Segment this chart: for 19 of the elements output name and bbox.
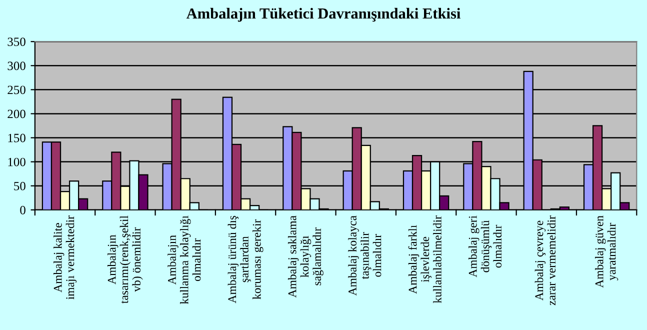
x-tick-label: Ambalaj güven yaratmalıdır (595, 216, 618, 288)
x-tick-label: Ambalaj saklama kolaylığı sağlamalıdır (288, 216, 324, 298)
x-tick-label: Ambalajın kullanma kolaylığı olmalıdır (168, 216, 201, 304)
x-tick-label: Ambalaj geri dönüşümlü olmalıdır (468, 216, 502, 278)
chart-title: Ambalajın Tüketici Davranışındaki Etkisi (186, 8, 460, 22)
y-tick-label: 250 (8, 86, 26, 94)
x-tick-label: Ambalajın tasarımı(renk,şekil vb) önemlidir (107, 216, 143, 304)
x-tick-label: Ambalaj kolayca taşınabilir olmalıdır (348, 216, 382, 296)
x-tick-label: Ambalaj ürünü dış şartlardan koruması gerekir (228, 216, 264, 304)
x-tick-label: Ambalaj çevreye zarar vermemelidir (534, 216, 556, 306)
y-tick-label: 0 (20, 206, 26, 214)
x-tick-label: Ambalaj kalite imajı vermektedir (54, 216, 77, 300)
y-tick-label: 150 (8, 134, 26, 142)
y-tick-label: 200 (8, 110, 26, 118)
y-tick-label: 350 (8, 38, 26, 46)
y-tick-label: 300 (8, 62, 26, 70)
y-tick-label: 100 (8, 158, 26, 166)
y-tick-label: 50 (14, 182, 26, 190)
x-tick-label: Ambalaj farklı işlevlerde kullanılabilmelidir (408, 216, 442, 304)
